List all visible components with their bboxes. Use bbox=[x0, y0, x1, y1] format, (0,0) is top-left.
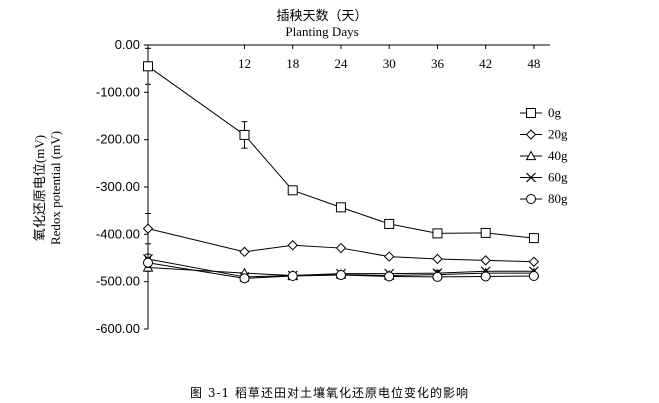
data-point bbox=[287, 185, 298, 196]
data-point bbox=[480, 227, 491, 238]
series-line bbox=[147, 266, 534, 277]
series-line bbox=[147, 258, 534, 278]
x-tick-label: 24 bbox=[334, 56, 348, 71]
legend: 0g 20g 40g 60g 80g bbox=[520, 105, 568, 206]
y-tick-label: -600.00 bbox=[96, 321, 140, 336]
x-tick-label: 30 bbox=[383, 56, 396, 71]
series-line bbox=[147, 262, 534, 279]
x-tick-label: 12 bbox=[238, 56, 251, 71]
legend-label: 60g bbox=[548, 170, 568, 185]
data-point bbox=[384, 218, 395, 229]
y-axis-title-cn: 氧化还原电位(mV) bbox=[32, 135, 47, 241]
data-point bbox=[384, 271, 395, 282]
legend-entry: 80g bbox=[520, 191, 568, 206]
y-tick-label: -300.00 bbox=[96, 179, 140, 194]
axes: 0.00 -100.00 -200.00 -300.00 -400.00 -500.00 -… bbox=[96, 37, 550, 336]
x-axis-title-en: Planting Days bbox=[285, 24, 358, 39]
data-point bbox=[528, 270, 539, 281]
data-point bbox=[335, 242, 347, 254]
legend-marker bbox=[525, 129, 537, 140]
data-point bbox=[143, 257, 153, 268]
x-tick-label: 42 bbox=[479, 56, 492, 71]
series-line bbox=[147, 65, 534, 239]
legend-entry: 40g bbox=[520, 148, 568, 163]
y-tick-label: -400.00 bbox=[96, 226, 140, 241]
legend-entry: 20g bbox=[520, 127, 568, 142]
x-tick-label: 48 bbox=[527, 56, 540, 71]
y-axis-title: 氧化还原电位(mV) Redox potential (mV) bbox=[32, 131, 63, 245]
redox-line-chart: 0.00 -100.00 -200.00 -300.00 -400.00 -500.00 -… bbox=[32, 8, 568, 336]
data-point bbox=[432, 253, 443, 265]
data-point bbox=[239, 129, 250, 140]
x-axis-title-cn: 插秧天数（天） bbox=[276, 8, 367, 23]
data-point bbox=[335, 202, 346, 213]
data-point bbox=[383, 251, 395, 262]
series-80g bbox=[143, 257, 539, 284]
y-tick-label: 0.00 bbox=[115, 37, 140, 52]
y-axis-title-en: Redox potential (mV) bbox=[48, 131, 63, 245]
data-point bbox=[239, 246, 250, 258]
legend-label: 0g bbox=[548, 105, 562, 120]
series-20g bbox=[142, 213, 540, 267]
data-point bbox=[143, 61, 153, 72]
legend-marker bbox=[526, 172, 536, 183]
data-point bbox=[335, 270, 346, 281]
legend-entry: 0g bbox=[520, 105, 562, 120]
data-point bbox=[287, 240, 298, 251]
data-point bbox=[480, 271, 491, 282]
data-point bbox=[432, 228, 443, 239]
data-point bbox=[432, 271, 443, 282]
data-point bbox=[528, 233, 539, 244]
x-marker-stroke bbox=[526, 172, 536, 183]
legend-label: 80g bbox=[548, 191, 568, 206]
data-point bbox=[287, 270, 298, 281]
series-0g bbox=[143, 47, 539, 244]
legend-label: 40g bbox=[548, 148, 568, 163]
x-tick-label: 36 bbox=[431, 56, 445, 71]
legend-entry: 60g bbox=[520, 170, 568, 185]
series-layer bbox=[142, 47, 540, 284]
x-tick-label: 18 bbox=[286, 56, 299, 71]
legend-marker bbox=[526, 194, 536, 204]
legend-marker bbox=[525, 150, 537, 161]
series-line bbox=[147, 228, 534, 263]
legend-label: 20g bbox=[548, 127, 568, 142]
y-tick-label: -500.00 bbox=[96, 274, 140, 289]
y-tick-label: -100.00 bbox=[96, 84, 140, 99]
figure-caption: 图 3-1 稻草还田对土壤氧化还原电位变化的影响 bbox=[190, 386, 469, 400]
data-point bbox=[239, 273, 250, 284]
data-point bbox=[142, 223, 154, 234]
data-point bbox=[480, 255, 491, 266]
data-point bbox=[528, 256, 540, 267]
legend-marker bbox=[526, 108, 536, 118]
y-tick-label: -200.00 bbox=[96, 132, 140, 147]
